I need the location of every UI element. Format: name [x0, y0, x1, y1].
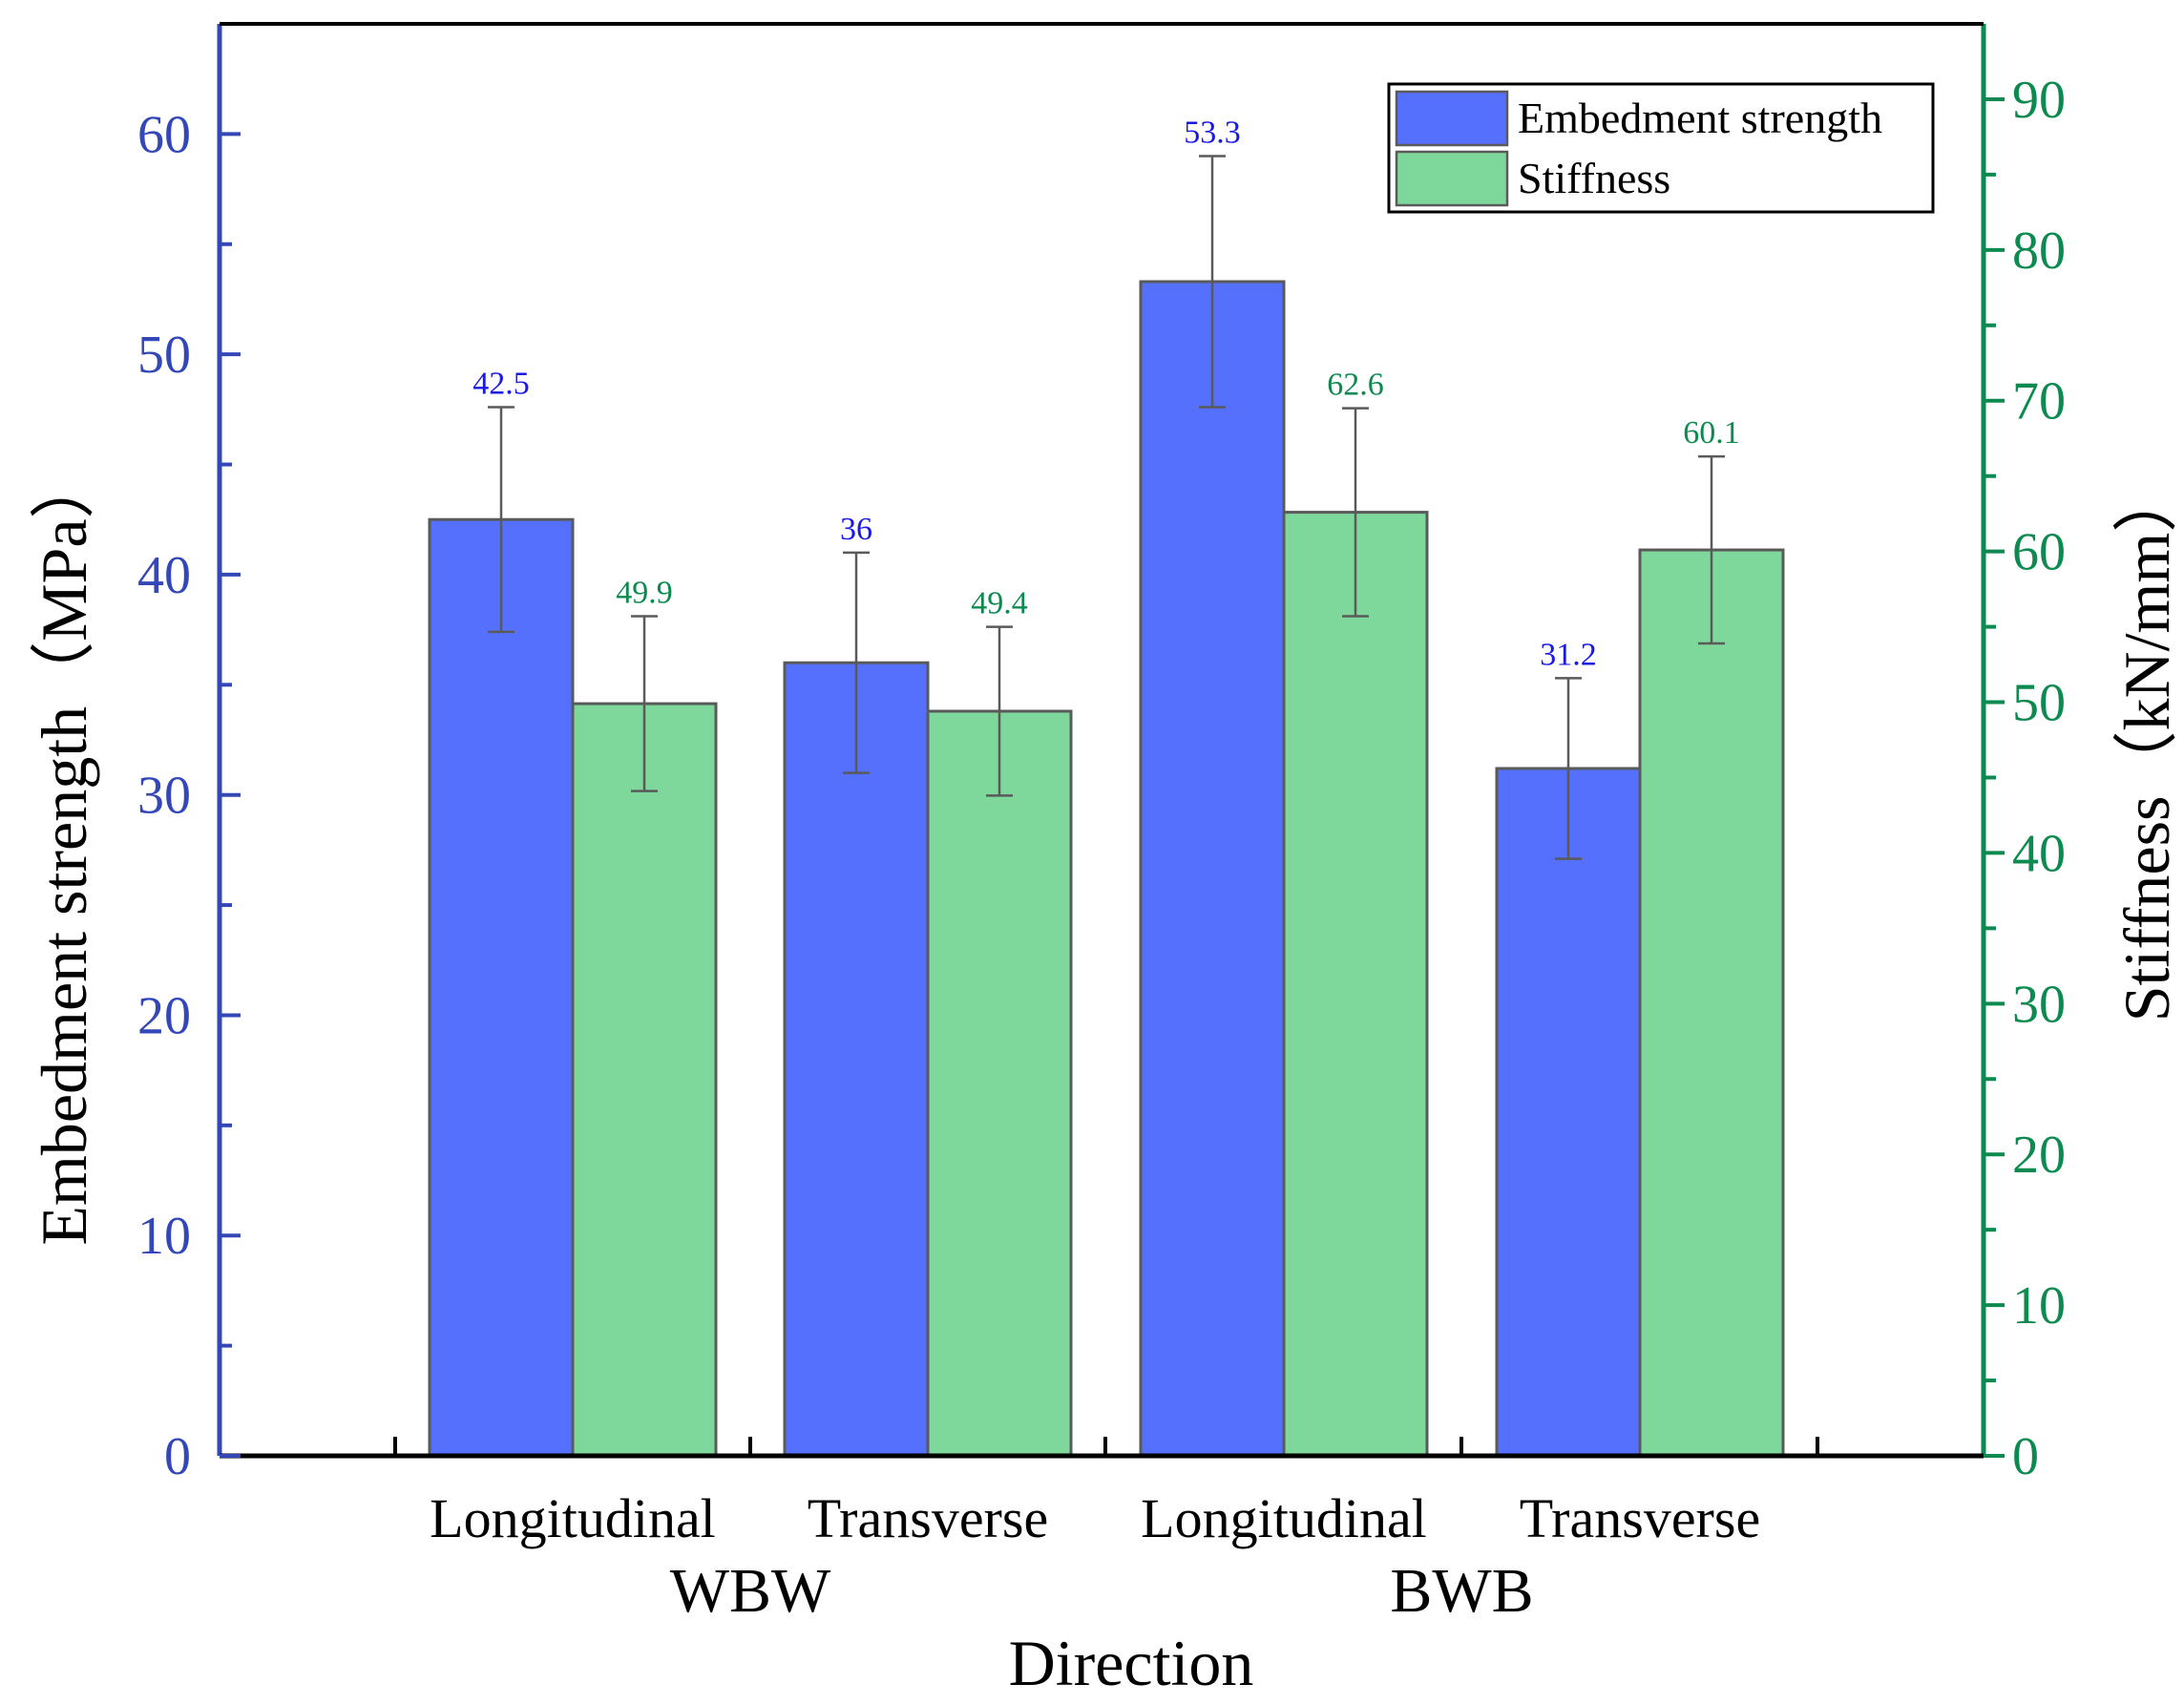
bar-embedment-1 [783, 661, 930, 1458]
y-left-tick-label: 30 [137, 767, 191, 826]
legend-swatch-stiffness [1395, 150, 1509, 207]
group-label-wbw: WBW [670, 1556, 831, 1626]
legend-label-stiffness: Stiffness [1518, 154, 1670, 202]
y-right-tick-label: 60 [2012, 523, 2066, 582]
data-label-embedment-1: 36 [840, 512, 872, 547]
x-tick-label: Longitudinal [1141, 1487, 1427, 1549]
y-left-tick-label: 40 [137, 546, 191, 605]
bar-stiffness-1 [926, 709, 1073, 1458]
bar-embedment-3 [1495, 767, 1642, 1458]
legend-swatch-embedment [1395, 90, 1509, 147]
bar-stiffness-2 [1282, 511, 1429, 1458]
legend-label-embedment: Embedment strength [1518, 94, 1882, 142]
y-right-tick-label: 10 [2012, 1276, 2066, 1336]
y-left-tick-label: 0 [164, 1427, 191, 1486]
x-tick-label: Longitudinal [430, 1487, 716, 1549]
y-right-tick-label: 40 [2012, 824, 2066, 883]
y-right-tick-label: 30 [2012, 975, 2066, 1034]
x-tick-label: Transverse [1520, 1487, 1760, 1549]
y-left-tick-label: 50 [137, 326, 191, 385]
group-label-bwb: BWB [1390, 1556, 1533, 1626]
bar-embedment-0 [428, 517, 575, 1458]
bar-embedment-2 [1139, 280, 1286, 1458]
x-tick-label: Transverse [808, 1487, 1048, 1549]
data-label-embedment-3: 31.2 [1540, 637, 1597, 672]
y-right-tick-label: 80 [2012, 221, 2066, 281]
y-left-tick-label: 60 [137, 105, 191, 164]
data-label-stiffness-0: 49.9 [616, 576, 673, 611]
data-label-embedment-2: 53.3 [1184, 115, 1241, 150]
y-axis-left-title: Embedment strength（MPa） [28, 453, 100, 1245]
data-label-stiffness-2: 62.6 [1327, 368, 1384, 403]
x-axis-title: Direction [1009, 1627, 1254, 1699]
data-label-embedment-0: 42.5 [472, 367, 530, 402]
y-axis-right-title: Stiffness（kN/mm） [2110, 468, 2183, 1022]
y-left-tick-label: 20 [137, 986, 191, 1045]
y-right-tick-label: 20 [2012, 1126, 2066, 1185]
bar-stiffness-0 [571, 702, 718, 1458]
y-right-tick-label: 50 [2012, 674, 2066, 733]
y-left-tick-label: 10 [137, 1207, 191, 1266]
data-label-stiffness-1: 49.4 [971, 586, 1028, 621]
y-right-tick-label: 70 [2012, 372, 2066, 432]
y-right-tick-label: 90 [2012, 71, 2066, 130]
y-right-tick-label: 0 [2012, 1427, 2039, 1486]
data-label-stiffness-3: 60.1 [1683, 415, 1740, 451]
bar-stiffness-3 [1638, 548, 1785, 1458]
